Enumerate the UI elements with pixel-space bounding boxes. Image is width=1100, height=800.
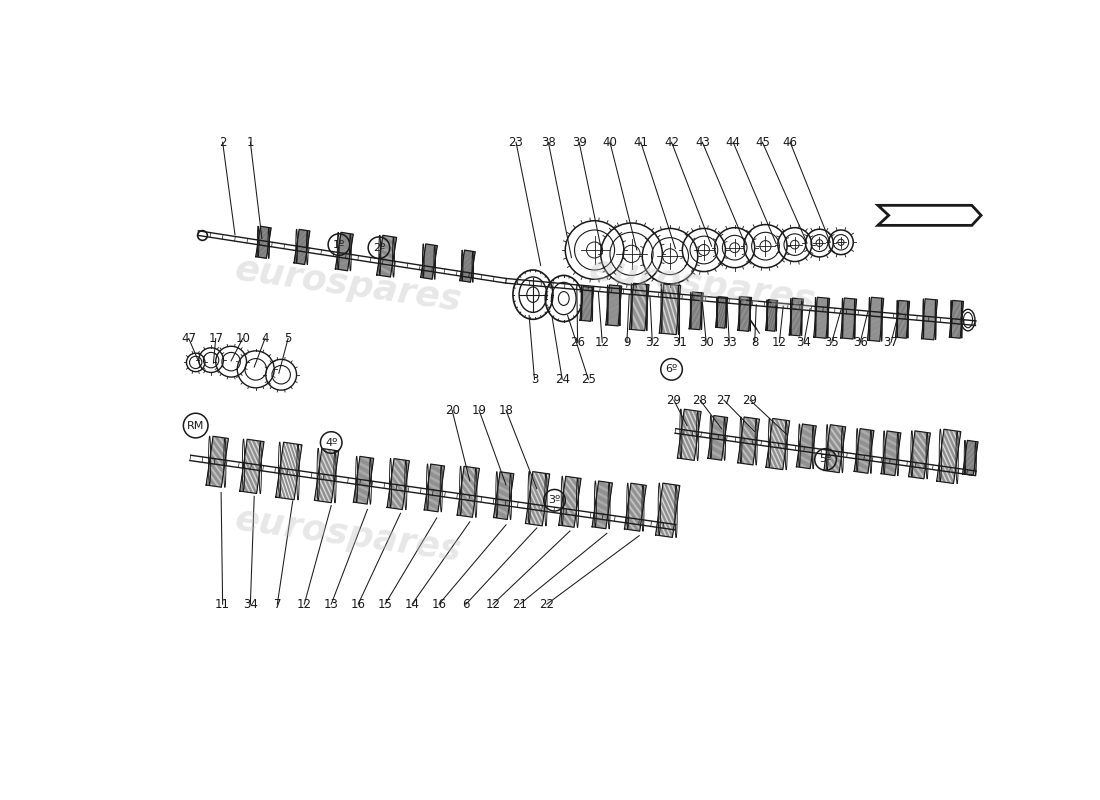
Text: 42: 42 [664, 136, 679, 149]
Text: 6: 6 [462, 598, 470, 610]
Text: 10: 10 [235, 332, 250, 345]
Text: 29: 29 [742, 394, 758, 406]
Text: 7: 7 [274, 598, 282, 610]
Text: 6º: 6º [666, 364, 678, 374]
Text: 5: 5 [285, 332, 292, 345]
Text: 3: 3 [531, 373, 538, 386]
Text: 12: 12 [772, 336, 786, 349]
Text: 25: 25 [581, 373, 596, 386]
Text: 23: 23 [508, 136, 524, 149]
Text: eurospares: eurospares [232, 502, 464, 568]
Text: 16: 16 [351, 598, 365, 610]
Text: 12: 12 [485, 598, 501, 610]
Text: eurospares: eurospares [232, 252, 464, 318]
Text: 8: 8 [751, 336, 758, 349]
Polygon shape [878, 206, 981, 226]
Text: 47: 47 [182, 332, 196, 345]
Text: 29: 29 [667, 394, 681, 406]
Text: 27: 27 [716, 394, 732, 406]
Text: 45: 45 [755, 136, 770, 149]
Text: 20: 20 [444, 404, 460, 417]
Text: 39: 39 [572, 136, 586, 149]
Text: 24: 24 [554, 373, 570, 386]
Text: 38: 38 [541, 136, 556, 149]
Text: 16: 16 [431, 598, 447, 610]
Text: 2º: 2º [373, 242, 385, 253]
Text: 1: 1 [246, 136, 254, 149]
Text: 15: 15 [377, 598, 393, 610]
Text: 26: 26 [570, 336, 585, 349]
Text: 22: 22 [539, 598, 554, 610]
Text: 3º: 3º [549, 495, 561, 506]
Text: 5º: 5º [820, 454, 832, 465]
Text: 11: 11 [216, 598, 230, 610]
Text: 4º: 4º [324, 438, 338, 447]
Text: 33: 33 [722, 336, 737, 349]
Text: 34: 34 [796, 336, 812, 349]
Text: 32: 32 [645, 336, 660, 349]
Text: RM: RM [187, 421, 205, 430]
Text: 41: 41 [634, 136, 648, 149]
Text: 18: 18 [498, 404, 514, 417]
Text: 2: 2 [219, 136, 227, 149]
Text: 35: 35 [824, 336, 839, 349]
Text: 40: 40 [603, 136, 617, 149]
Text: 14: 14 [405, 598, 419, 610]
Text: 19: 19 [472, 404, 486, 417]
Text: 30: 30 [698, 336, 714, 349]
Text: 21: 21 [513, 598, 527, 610]
Text: 28: 28 [693, 394, 707, 406]
Text: 17: 17 [208, 332, 223, 345]
Text: 31: 31 [672, 336, 686, 349]
Text: 43: 43 [695, 136, 710, 149]
Text: 34: 34 [243, 598, 257, 610]
Text: eurospares: eurospares [586, 252, 818, 318]
Text: 12: 12 [297, 598, 311, 610]
Text: 37: 37 [883, 336, 899, 349]
Text: 36: 36 [852, 336, 868, 349]
Text: 12: 12 [595, 336, 609, 349]
Text: 4: 4 [261, 332, 268, 345]
Text: 46: 46 [782, 136, 797, 149]
Text: 9: 9 [623, 336, 630, 349]
Text: 1º: 1º [333, 240, 345, 250]
Text: 13: 13 [323, 598, 339, 610]
Text: 44: 44 [726, 136, 740, 149]
